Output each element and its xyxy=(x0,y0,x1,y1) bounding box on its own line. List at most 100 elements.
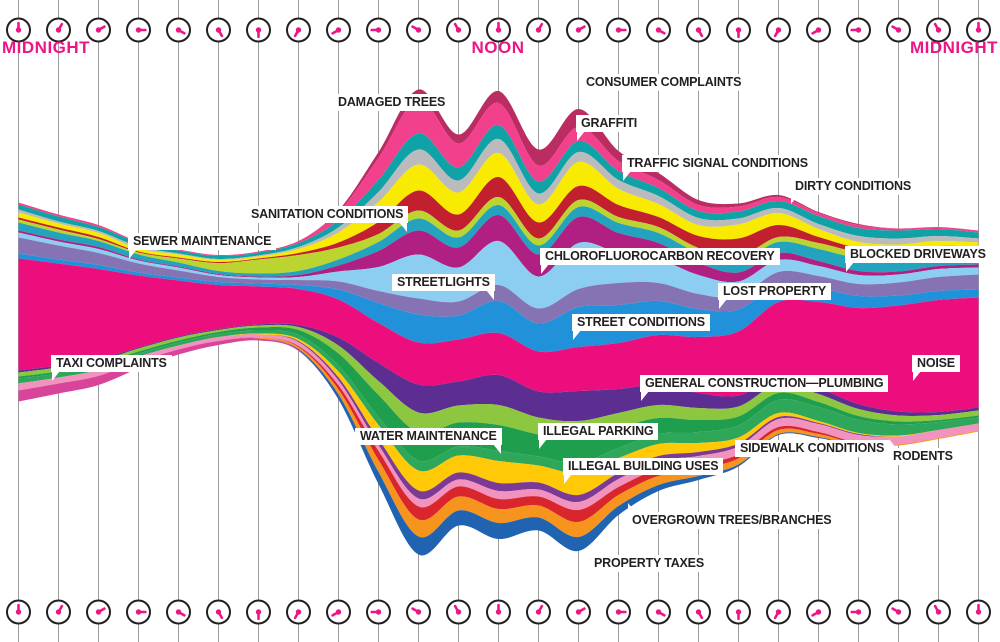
bottom-clock-icon-hour-15 xyxy=(606,599,631,625)
top-clock-icon-hour-19 xyxy=(766,17,791,43)
callout-tail xyxy=(539,439,547,449)
callout-tail xyxy=(582,90,590,100)
stream-label-overgrown-trees-branches: OVERGROWN TREES/BRANCHES xyxy=(627,503,837,529)
top-clock-icon-hour-11 xyxy=(446,17,471,43)
stream-band-dirty_conditions xyxy=(18,176,979,264)
bottom-clock-icon-hour-19 xyxy=(766,599,791,625)
top-clock-icon-hour-3 xyxy=(126,17,151,43)
clock-pivot xyxy=(895,27,902,33)
top-clock-icon-hour-7 xyxy=(286,17,311,43)
clock-pivot xyxy=(455,27,462,33)
top-clock-icon-hour-21 xyxy=(846,17,871,43)
callout-tail xyxy=(880,456,889,466)
stream-label-text: ILLEGAL BUILDING USES xyxy=(568,459,719,473)
stream-label-lost-property: LOST PROPERTY xyxy=(718,283,831,309)
stream-band-sidewalk_conditions xyxy=(18,330,979,474)
top-clock-icon-hour-22 xyxy=(886,17,911,43)
callout-tail xyxy=(913,371,921,381)
stream-label-text: STREET CONDITIONS xyxy=(577,315,705,329)
clock-pivot xyxy=(655,27,662,33)
top-clock-icon-hour-16 xyxy=(646,17,671,43)
clock-pivot xyxy=(375,27,382,33)
clock-pivot xyxy=(335,27,342,33)
stream-band-lost_property xyxy=(18,237,979,324)
stream-label-text: LOST PROPERTY xyxy=(723,284,826,298)
stream-label-text: DAMAGED TREES xyxy=(338,95,446,109)
callout-tail xyxy=(541,264,549,274)
clock-pivot xyxy=(855,27,862,33)
callout-tail xyxy=(719,299,727,309)
stream-band-sanitation_conditions xyxy=(18,152,979,263)
bottom-clock-icon-hour-6 xyxy=(246,599,271,625)
top-clock-icon-hour-4 xyxy=(166,17,191,43)
stream-label-text: ILLEGAL PARKING xyxy=(543,424,654,438)
callout-tail xyxy=(399,222,408,232)
top-clock-icon-hour-14 xyxy=(566,17,591,43)
bottom-clock-icon-hour-8 xyxy=(326,599,351,625)
clock-pivot xyxy=(615,27,622,33)
clock-pivot xyxy=(655,609,662,615)
callout-tail xyxy=(129,249,137,259)
clock-pivot xyxy=(255,27,262,33)
bottom-clock-icon-hour-13 xyxy=(526,599,551,625)
bottom-clock-icon-hour-11 xyxy=(446,599,471,625)
stream-label-sewer-maintenance: SEWER MAINTENANCE xyxy=(128,233,277,259)
clock-pivot xyxy=(575,27,582,33)
top-clock-icon-hour-2 xyxy=(86,17,111,43)
stream-label-text: NOISE xyxy=(917,356,955,370)
stream-label-text: GENERAL CONSTRUCTION—PLUMBING xyxy=(645,376,884,390)
clock-pivot xyxy=(535,27,542,33)
stream-label-text: STREETLIGHTS xyxy=(397,275,490,289)
stream-band-general_construction_plumbing xyxy=(18,323,979,422)
clock-pivot xyxy=(95,609,102,615)
stream-band-illegal_parking xyxy=(18,324,979,440)
top-clock-icon-hour-17 xyxy=(686,17,711,43)
callout-tail xyxy=(485,290,494,300)
clock-pivot xyxy=(415,27,422,33)
bottom-clock-icon-hour-23 xyxy=(926,599,951,625)
clock-pivot xyxy=(775,27,782,33)
bottom-clock-icon-hour-5 xyxy=(206,599,231,625)
stream-label-property-taxes: PROPERTY TAXES xyxy=(589,546,709,572)
stream-label-illegal-building-uses: ILLEGAL BUILDING USES xyxy=(563,458,724,484)
clock-pivot xyxy=(495,27,502,33)
clock-pivot xyxy=(695,27,702,33)
stream-band-illegal_building_uses xyxy=(18,333,979,496)
clock-pivot xyxy=(775,609,782,615)
clock-pivot xyxy=(215,609,222,615)
callout-tail xyxy=(641,391,649,401)
stream-label-consumer-complaints: CONSUMER COMPLAINTS xyxy=(581,74,747,100)
clock-pivot xyxy=(975,609,982,615)
stream-label-text: SEWER MAINTENANCE xyxy=(133,234,272,248)
clock-pivot xyxy=(935,609,942,615)
stream-label-sidewalk-conditions: SIDEWALK CONDITIONS xyxy=(735,440,890,466)
stream-band-rodents xyxy=(18,334,979,511)
clock-pivot xyxy=(495,609,502,615)
stream-label-text: OVERGROWN TREES/BRANCHES xyxy=(632,513,832,527)
top-clock-icon-hour-12 xyxy=(486,17,511,43)
stream-band-chlorofluorocarbon_recovery xyxy=(18,214,979,283)
clock-pivot xyxy=(895,609,902,615)
stream-label-text: CHLOROFLUOROCARBON RECOVERY xyxy=(545,249,775,263)
bottom-clock-icon-hour-0 xyxy=(6,599,31,625)
clock-pivot xyxy=(15,609,22,615)
clock-pivot xyxy=(135,609,142,615)
clock-pivot xyxy=(95,27,102,33)
clock-pivot xyxy=(535,609,542,615)
bottom-clock-icon-hour-18 xyxy=(726,599,751,625)
stream-band-blocked_driveways xyxy=(18,204,979,277)
stream-label-text: GRAFFITI xyxy=(581,116,638,130)
clock-pivot xyxy=(215,27,222,33)
bottom-clock-icon-hour-9 xyxy=(366,599,391,625)
stream-band-street_conditions xyxy=(18,253,979,353)
top-clock-icon-hour-13 xyxy=(526,17,551,43)
top-clock-icon-hour-0 xyxy=(6,17,31,43)
stream-label-illegal-parking: ILLEGAL PARKING xyxy=(538,423,659,449)
clock-pivot xyxy=(735,609,742,615)
stream-label-text: TAXI COMPLAINTS xyxy=(56,356,167,370)
clock-pivot xyxy=(335,609,342,615)
top-clock-icon-hour-5 xyxy=(206,17,231,43)
clock-pivot xyxy=(415,609,422,615)
